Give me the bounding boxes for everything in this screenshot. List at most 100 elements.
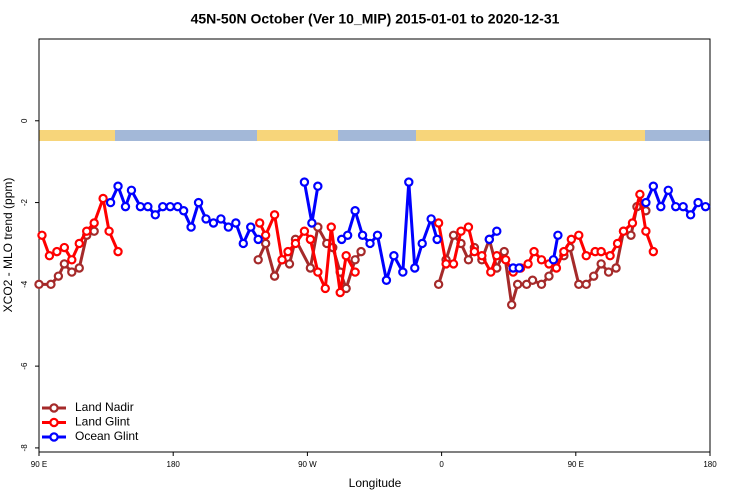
data-point <box>238 238 248 249</box>
data-point <box>605 251 615 261</box>
data-point <box>223 222 234 232</box>
data-point <box>74 238 84 249</box>
y-tick-label: -8 <box>20 444 29 452</box>
data-point <box>618 226 629 236</box>
data-point <box>410 263 420 273</box>
data-point <box>441 259 451 269</box>
data-point <box>305 263 316 273</box>
data-point <box>671 201 681 212</box>
data-point <box>326 222 336 232</box>
data-point <box>574 230 584 240</box>
data-point <box>313 181 323 191</box>
data-point <box>216 214 226 224</box>
x-axis-label: Longitude <box>349 476 402 490</box>
data-point <box>448 259 459 269</box>
data-point <box>135 201 146 212</box>
data-point <box>186 222 196 232</box>
data-point <box>231 218 241 228</box>
y-axis-label: XCO2 - MLO trend (ppm) <box>1 178 15 313</box>
data-point <box>506 300 517 310</box>
data-point <box>469 246 480 257</box>
data-point <box>341 283 351 294</box>
data-point <box>67 267 77 277</box>
data-point <box>253 255 263 265</box>
data-point <box>433 218 444 228</box>
data-point <box>656 201 666 212</box>
land-mask <box>39 130 710 141</box>
y-tick-label: -6 <box>20 362 29 370</box>
data-point <box>626 230 636 240</box>
data-point <box>336 234 347 245</box>
data-point <box>341 251 351 261</box>
data-point <box>559 246 569 257</box>
data-point <box>253 234 263 245</box>
data-point <box>612 238 623 249</box>
data-point <box>305 234 316 245</box>
ocean-band <box>338 130 416 141</box>
x-tick-label: 90 E <box>568 460 584 469</box>
data-point <box>553 230 563 240</box>
data-point <box>260 230 271 240</box>
data-point <box>484 234 495 245</box>
data-point <box>113 181 123 191</box>
data-point <box>105 197 116 208</box>
data-point <box>52 246 62 257</box>
data-point <box>433 279 444 290</box>
data-point <box>143 201 153 212</box>
data-point <box>523 259 533 269</box>
data-point <box>678 201 688 212</box>
data-point <box>342 230 353 240</box>
data-point <box>284 259 295 269</box>
data-point <box>46 279 56 290</box>
ocean-band <box>645 130 710 141</box>
data-point <box>596 259 606 269</box>
data-point <box>536 279 547 290</box>
y-tick-label: -2 <box>20 198 29 206</box>
data-point <box>356 246 366 257</box>
data-point <box>492 251 502 261</box>
data-point <box>581 279 591 290</box>
data-point <box>113 246 123 257</box>
data-point <box>514 263 524 273</box>
data-point <box>365 238 375 249</box>
x-tick-label: 0 <box>439 460 444 469</box>
data-point <box>254 218 265 228</box>
data-point <box>320 283 330 294</box>
ocean-band <box>115 130 257 141</box>
data-point <box>477 251 487 261</box>
plot-frame <box>38 38 711 453</box>
data-point <box>521 279 532 290</box>
data-point <box>551 263 562 273</box>
legend-marker <box>49 432 59 442</box>
data-point <box>603 267 614 277</box>
data-point <box>574 279 584 290</box>
x-tick-label: 180 <box>703 460 717 469</box>
data-point <box>417 238 427 249</box>
data-point <box>685 210 696 220</box>
legend-label: Land Glint <box>75 415 130 429</box>
data-point <box>150 210 161 220</box>
data-point <box>172 201 183 212</box>
data-point <box>544 271 554 281</box>
data-point <box>548 255 559 265</box>
data-point <box>335 287 345 298</box>
data-point <box>486 267 496 277</box>
data-point <box>700 201 711 212</box>
data-point <box>641 197 651 208</box>
data-point <box>201 214 211 224</box>
data-point <box>313 222 323 232</box>
data-point <box>53 271 64 281</box>
data-point <box>283 246 293 257</box>
data-point <box>277 255 287 265</box>
data-point <box>165 201 175 212</box>
data-point <box>126 185 137 195</box>
data-point <box>34 279 44 290</box>
data-point <box>260 238 271 249</box>
data-point <box>404 177 414 187</box>
data-point <box>492 226 502 236</box>
data-point <box>536 255 547 265</box>
data-point <box>290 238 301 249</box>
data-point <box>648 246 659 257</box>
